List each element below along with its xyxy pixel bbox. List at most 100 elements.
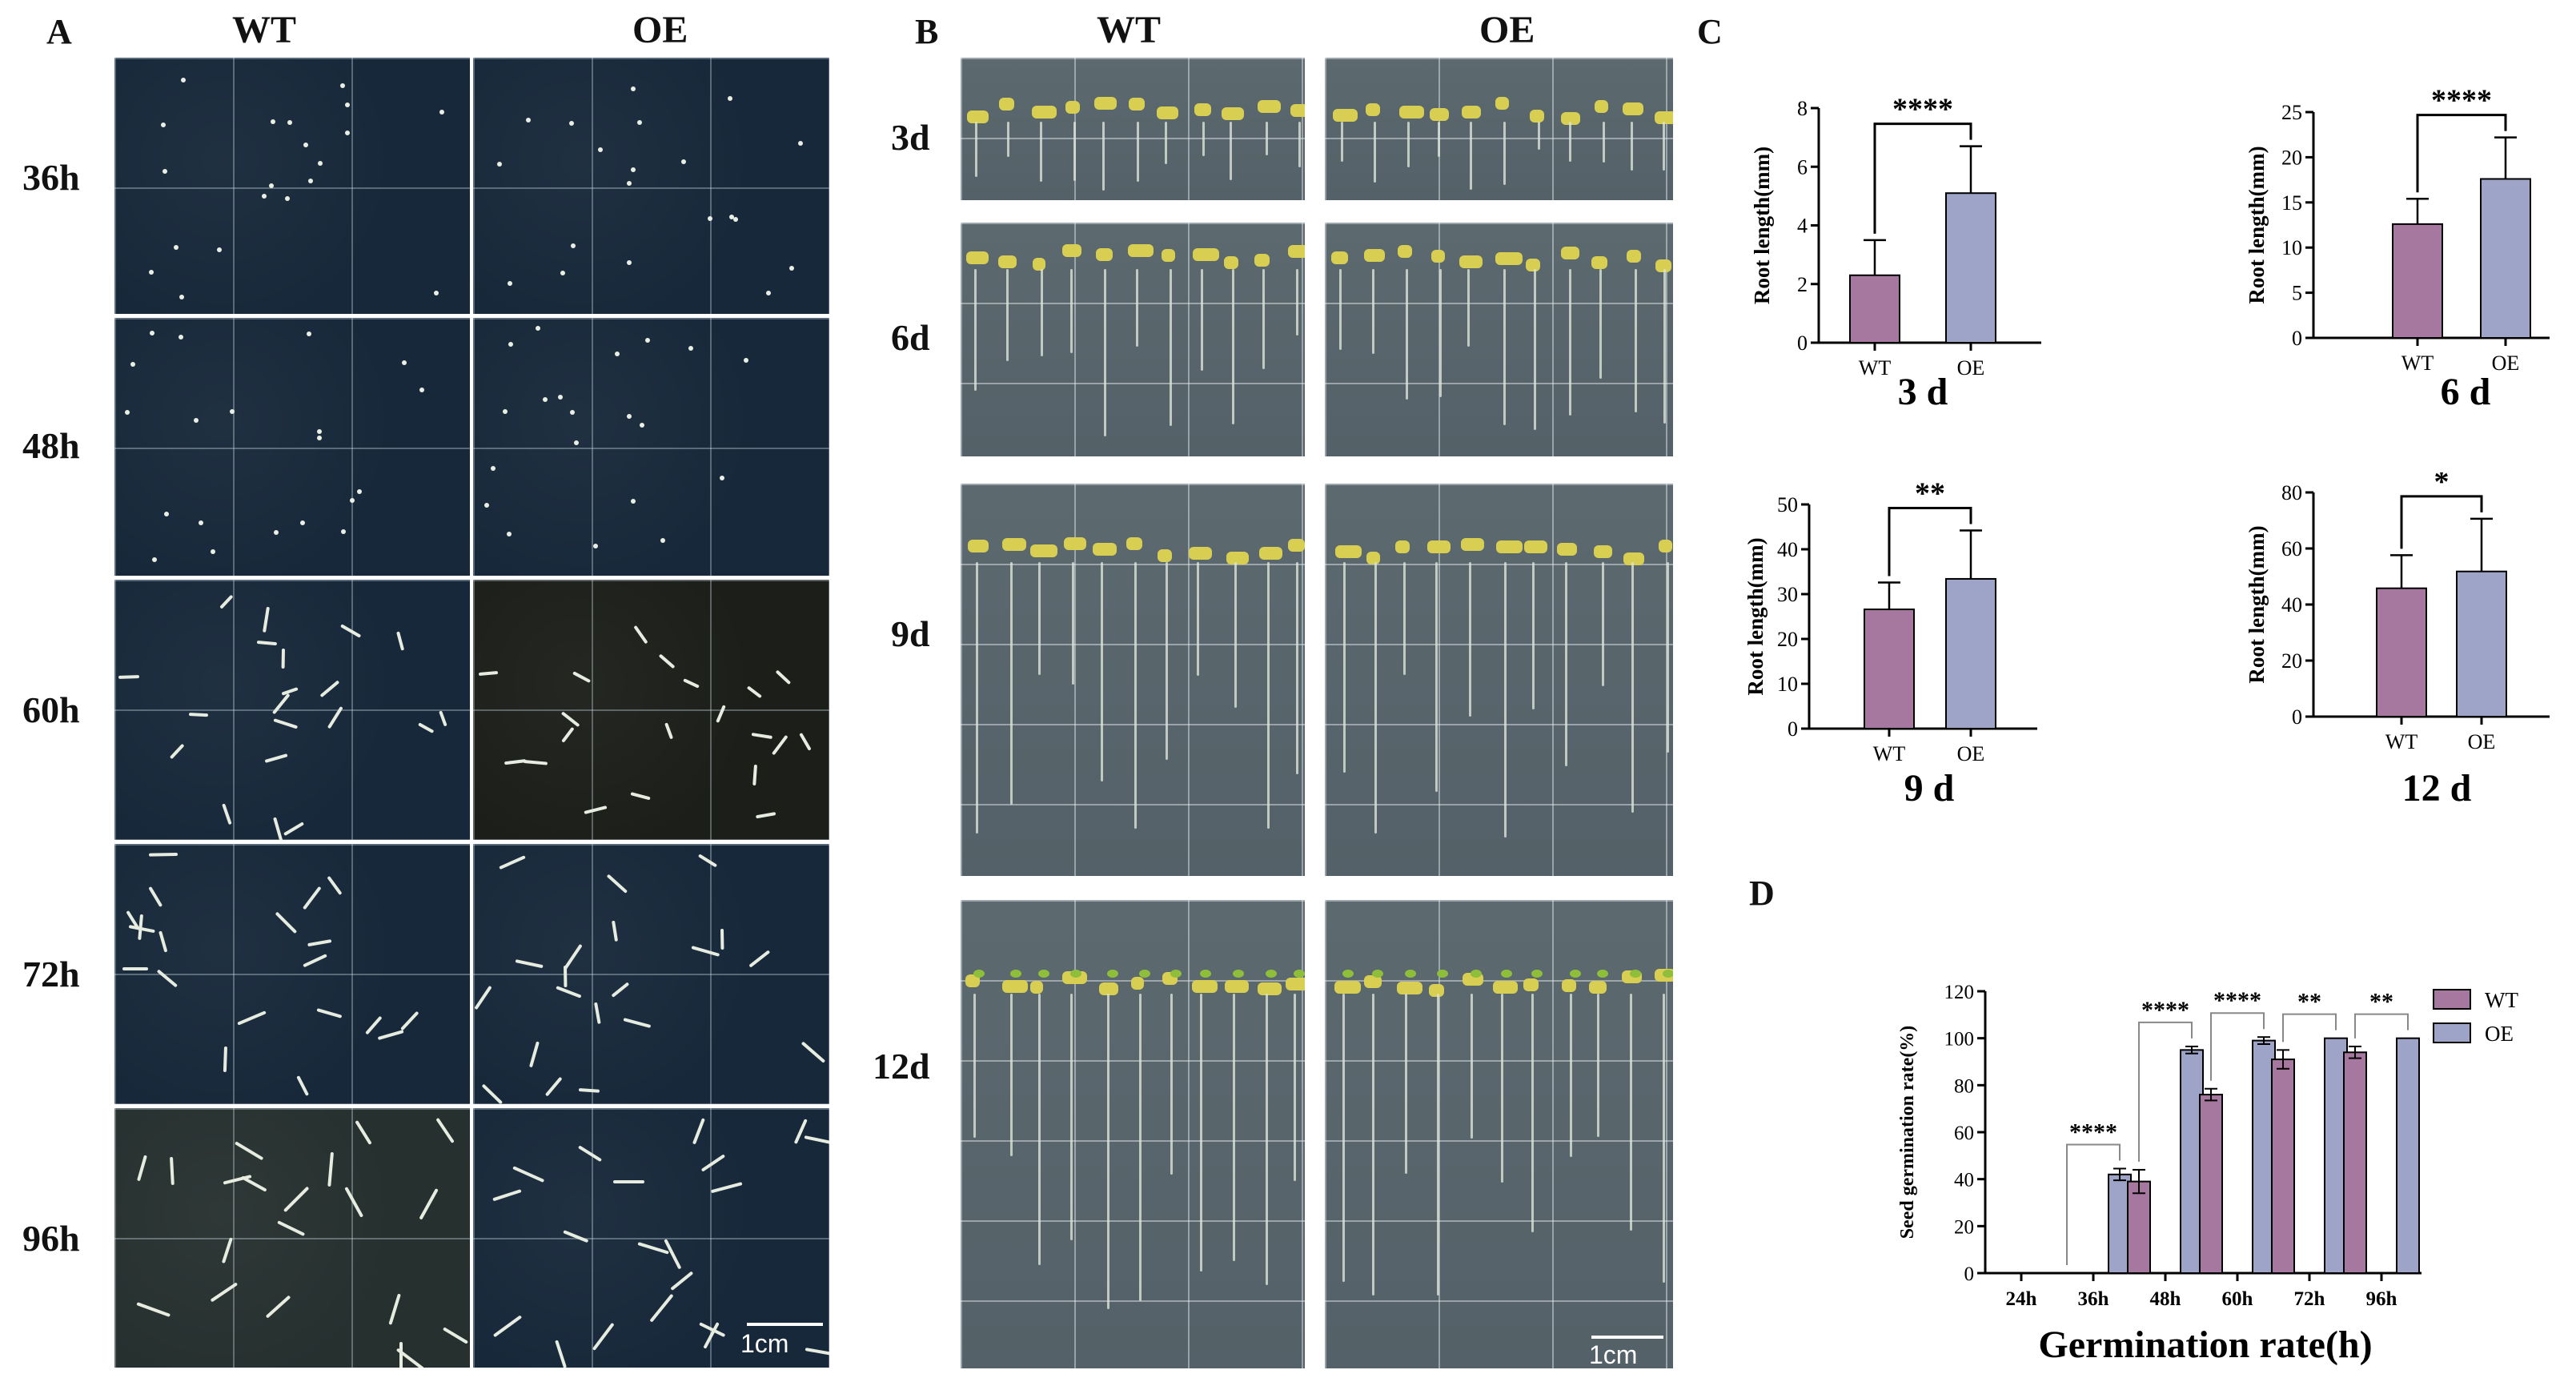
seedling-root (1201, 269, 1204, 372)
seed-plate-oe-36h (473, 58, 829, 314)
seed-plate-oe-48h (473, 318, 829, 576)
seed (179, 294, 184, 299)
seedling-shoot (1001, 980, 1029, 994)
seedling-root (1040, 269, 1043, 357)
seed (502, 408, 508, 414)
seedling-sprout (499, 854, 527, 870)
seedling-sprout (319, 680, 340, 698)
seedling-sprout (256, 640, 277, 645)
bar-oe (1945, 192, 1996, 343)
seed (645, 338, 651, 343)
seedling-sprout (277, 1219, 305, 1236)
seed-plate-oe-60h (473, 580, 829, 840)
seedling-sprout (805, 1348, 829, 1356)
legend-swatch-wt (2433, 989, 2471, 1010)
seed (508, 280, 513, 286)
seedling-shoot (1127, 243, 1154, 257)
panel-a-row-label: 36h (22, 157, 80, 198)
seedling-shoot (1363, 975, 1382, 989)
panel-b-label: B (915, 12, 939, 51)
seedling-leaf (1070, 970, 1082, 978)
y-axis-label: Root length(mm) (1750, 147, 1774, 304)
seedling-root (1007, 122, 1010, 158)
seedling-root (1262, 269, 1265, 369)
seedling-sprout (751, 733, 773, 740)
seedling-root (1073, 122, 1077, 181)
scale-bar-b (1591, 1336, 1663, 1339)
y-tick-label: 40 (1954, 1170, 1974, 1191)
x-tick-label: OE (2492, 352, 2520, 375)
seedling-shoot (1526, 259, 1541, 272)
seedling-leaf (1200, 970, 1212, 978)
seed (162, 168, 167, 174)
seed (163, 511, 169, 516)
seed (543, 396, 548, 402)
seedling-sprout (691, 945, 720, 957)
seedling-sprout (149, 852, 179, 857)
seedling-shoot (1286, 978, 1305, 991)
seedling-shoot (1063, 537, 1086, 551)
seedling-leaf (1342, 970, 1354, 978)
seedling-sprout (692, 1118, 705, 1145)
seedling-sprout (637, 1242, 669, 1255)
panel-a-photo-grid: 1cm (114, 58, 829, 1368)
seedling-sprout (339, 624, 362, 639)
seedling-root (1568, 122, 1571, 163)
seedling-sprout (303, 954, 327, 968)
seedling-sprout (157, 969, 179, 988)
seedling-sprout (613, 1179, 645, 1183)
seedling-plate-oe-3d (1325, 58, 1673, 200)
scale-label-b: 1cm (1589, 1340, 1638, 1369)
seedling-sprout (265, 1295, 291, 1319)
seed (729, 214, 735, 219)
seed (341, 528, 347, 534)
seedling-root (973, 269, 977, 391)
y-tick-label: 25 (2281, 101, 2302, 124)
panel-c-label: C (1697, 12, 1723, 51)
seed (211, 549, 216, 555)
bar-wt (1864, 609, 1915, 729)
seed (273, 529, 279, 535)
seedling-shoot (997, 255, 1017, 269)
bar-wt (2392, 223, 2443, 339)
seedling-shoot (1461, 105, 1482, 119)
seedling-sprout (606, 874, 628, 894)
seedling-sprout (442, 1326, 468, 1344)
seed (270, 119, 275, 125)
seedling-sprout (399, 1010, 419, 1031)
seed (507, 532, 512, 537)
seedling-shoot (1366, 552, 1380, 565)
x-tick-label: WT (1873, 742, 1906, 765)
seedling-leaf (1570, 970, 1582, 978)
root-length-chart-3d: 0 2 4 6 8 WT OE **** Root length(mm) 3 d (1750, 93, 2041, 413)
seedling-shoot (1288, 539, 1305, 552)
seedling-root (1038, 994, 1041, 1265)
seedling-sprout (572, 671, 591, 683)
significance-stars: **** (2069, 1119, 2117, 1145)
seedling-sprout (492, 1189, 522, 1202)
y-tick-label: 10 (2281, 236, 2302, 259)
seedling-sprout (210, 1282, 239, 1303)
seedling-leaf (1233, 970, 1245, 978)
seedling-plate-wt-12d (961, 900, 1305, 1368)
y-tick-label: 6 (1797, 155, 1808, 179)
root-length-chart-6d: 0 5 10 15 20 25 WT OE **** Root length(mm) 6 d (2245, 84, 2550, 413)
seedling-root (1165, 562, 1168, 761)
seedling-leaf (1596, 970, 1608, 978)
significance-bracket (2416, 114, 2507, 193)
seed (630, 86, 636, 92)
scale-bar-a (747, 1323, 823, 1326)
seedling-sprout (515, 958, 544, 969)
seed (419, 388, 425, 393)
seedling-root (1342, 562, 1346, 773)
panel-d-label: D (1749, 874, 1775, 913)
seedling-leaf (1294, 970, 1305, 978)
seedling-shoot (1399, 106, 1425, 119)
seed (681, 159, 687, 164)
seedling-root (1169, 269, 1172, 426)
seedling-root (1106, 994, 1109, 1310)
y-axis-label: Root length(mm) (2245, 525, 2269, 683)
seedling-shoot (1193, 247, 1219, 261)
seedling-sprout (435, 1117, 455, 1143)
seedling-shoot (1258, 100, 1281, 114)
